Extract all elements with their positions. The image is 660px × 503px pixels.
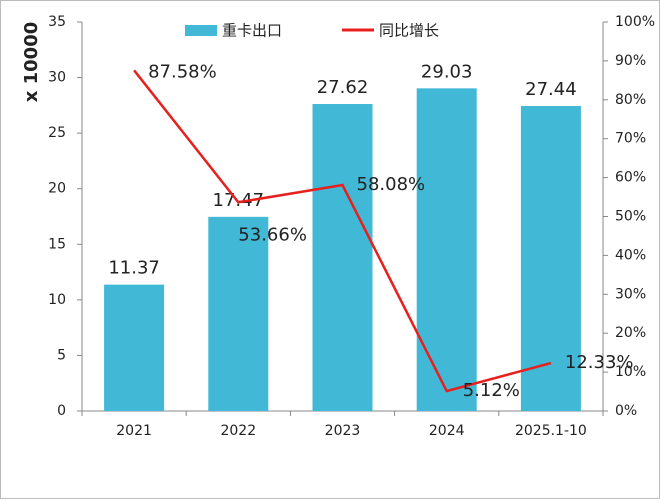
y2-tick-label: 40% (615, 247, 646, 263)
y-tick-label: 20 (48, 181, 66, 197)
bar (520, 106, 581, 412)
line (133, 69, 552, 393)
y2-tick-label: 20% (615, 325, 646, 341)
line-value-label: 53.66% (238, 224, 307, 245)
bar-value-label: 27.44 (525, 79, 577, 100)
y-tick-label: 25 (48, 125, 66, 141)
line-value-label: 87.58% (148, 61, 217, 82)
bar-value-label: 27.62 (317, 77, 369, 98)
y-tick-label: 0 (57, 403, 66, 419)
bar-value-label: 11.37 (108, 258, 160, 279)
y2-tick-label: 100% (615, 14, 655, 30)
y-tick-label: 15 (48, 236, 66, 252)
legend-label: 重卡出口 (222, 22, 282, 40)
line-value-label: 58.08% (357, 174, 426, 195)
legend-swatch (185, 25, 217, 36)
bar (208, 216, 269, 411)
bar (104, 284, 165, 411)
x-tick-label: 2021 (116, 423, 152, 439)
y-axis-label: x 10000 (21, 22, 42, 103)
y2-tick-label: 60% (615, 170, 646, 186)
x-tick-label: 2024 (429, 423, 465, 439)
line-value-label: 5.12% (463, 380, 520, 401)
y2-tick-label: 10% (615, 364, 646, 380)
y-tick-label: 35 (48, 14, 66, 30)
bar (416, 88, 477, 411)
y2-tick-label: 30% (615, 286, 646, 302)
x-tick-label: 2023 (325, 423, 361, 439)
y2-tick-label: 70% (615, 131, 646, 147)
y2-tick-label: 0% (615, 403, 637, 419)
legend-label: 同比增长 (379, 22, 439, 40)
bar-value-label: 29.03 (421, 61, 473, 82)
x-tick-label: 2025.1-10 (515, 423, 587, 439)
y2-tick-label: 90% (615, 53, 646, 69)
y-tick-label: 5 (57, 347, 66, 363)
y-tick-label: 30 (48, 70, 66, 86)
line-value-label: 12.33% (565, 352, 634, 373)
y2-tick-label: 50% (615, 209, 646, 225)
x-tick-label: 2022 (220, 423, 256, 439)
y2-tick-label: 80% (615, 92, 646, 108)
bar (312, 104, 373, 411)
y-tick-label: 10 (48, 292, 66, 308)
